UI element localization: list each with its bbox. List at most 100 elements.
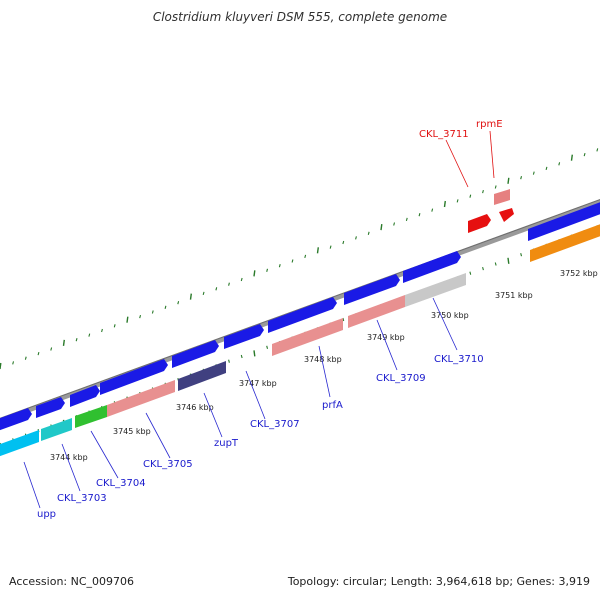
scale-label: 3746 kbp [176,403,214,412]
scale-label: 3751 kbp [495,291,533,300]
tick-mark [240,277,243,282]
tick-mark [456,199,459,203]
cds-feature [172,340,219,368]
tick-mark [215,287,218,291]
tick-mark [418,213,421,217]
tick-mark [177,301,180,305]
tick-mark [164,305,167,309]
cds-feature [268,297,337,333]
tick-mark [266,268,269,272]
tick-mark [50,347,53,351]
tick-mark [469,194,472,198]
cds-feature [224,324,264,349]
scale-label: 3748 kbp [304,355,342,364]
tick-mark [583,152,586,157]
gene-label: CKL_3703 [57,493,107,504]
tick-mark [393,222,396,226]
tick-mark [228,282,230,286]
cds-feature [70,385,100,407]
tick-mark [329,245,332,249]
tick-mark [113,324,116,328]
tick-mark [316,247,319,254]
tick-mark [380,224,383,231]
cds-feature [403,251,461,283]
tick-mark [75,338,78,342]
tick-mark [482,189,484,194]
map-title: Clostridium kluyveri DSM 555, complete g… [152,10,448,24]
tick-mark [431,208,434,212]
tick-mark [405,217,408,222]
tick-mark [494,185,497,189]
cds-feature [528,202,600,241]
forward-cds-track [0,189,600,431]
tick-mark [0,362,2,370]
tick-mark [304,254,307,259]
tick-mark [291,259,294,263]
gene-label: CKL_3710 [434,354,484,365]
scale-label: 3744 kbp [50,453,88,462]
rna-feature [494,189,510,205]
rna-feature [468,214,491,233]
gene-label: CKL_3705 [143,459,193,470]
tick-mark [240,354,243,359]
tick-mark [342,240,345,245]
tick-mark [253,270,256,277]
gene-label: CKL_3711 [419,129,469,140]
cds-feature [344,274,400,305]
tick-mark [507,257,510,264]
tick-mark [139,314,142,319]
cds-feature [100,359,168,395]
scale-label: 3750 kbp [431,311,469,320]
tick-mark [278,264,281,268]
gene-labels: upp CKL_3703 CKL_3704 CKL_3705 zupT CKL_… [37,119,503,520]
tick-mark [266,345,269,349]
tick-mark [507,177,510,184]
tick-mark [24,356,27,360]
category-track [0,224,600,457]
tick-mark [12,361,15,365]
tick-mark [520,176,523,180]
tick-mark [532,171,535,175]
gene-label: CKL_3709 [376,373,426,384]
tick-mark [228,359,230,363]
tick-mark [88,333,91,337]
tick-mark [520,253,523,257]
tick-mark [558,162,561,166]
tick-mark [202,291,205,296]
gene-label: upp [37,509,56,520]
tick-mark [62,339,65,346]
tick-mark [101,328,103,333]
genome-summary-text: Topology: circular; Length: 3,964,618 bp… [287,575,590,588]
cds-feature [0,408,32,431]
tick-mark [482,266,484,271]
tick-mark [596,148,599,152]
accession-text: Accession: NC_009706 [9,575,135,588]
gene-label: prfA [322,400,343,411]
leader-lines [23,130,495,509]
tick-mark [151,310,154,314]
scale-label: 3745 kbp [113,427,151,436]
scale-label: 3747 kbp [239,379,277,388]
gene-label: CKL_3707 [250,419,300,430]
scale-label: 3752 kbp [560,269,598,278]
tick-mark [469,271,472,275]
gene-label: zupT [214,438,239,449]
scale-labels: 3744 kbp 3745 kbp 3746 kbp 3747 kbp 3748… [50,269,598,462]
tick-mark [37,351,40,356]
tick-mark [126,316,129,323]
tick-mark [545,166,548,171]
tick-mark [570,154,573,161]
cds-feature [36,397,65,418]
rna-feature [499,208,514,222]
tick-mark [253,350,256,357]
tick-mark [355,236,357,240]
tick-mark [367,231,370,235]
gene-label: rpmE [476,119,503,130]
scale-label: 3749 kbp [367,333,405,342]
tick-mark [342,317,345,322]
tick-mark [443,200,446,208]
gene-label: CKL_3704 [96,478,146,489]
tick-mark [494,262,497,266]
tick-mark [189,293,192,300]
